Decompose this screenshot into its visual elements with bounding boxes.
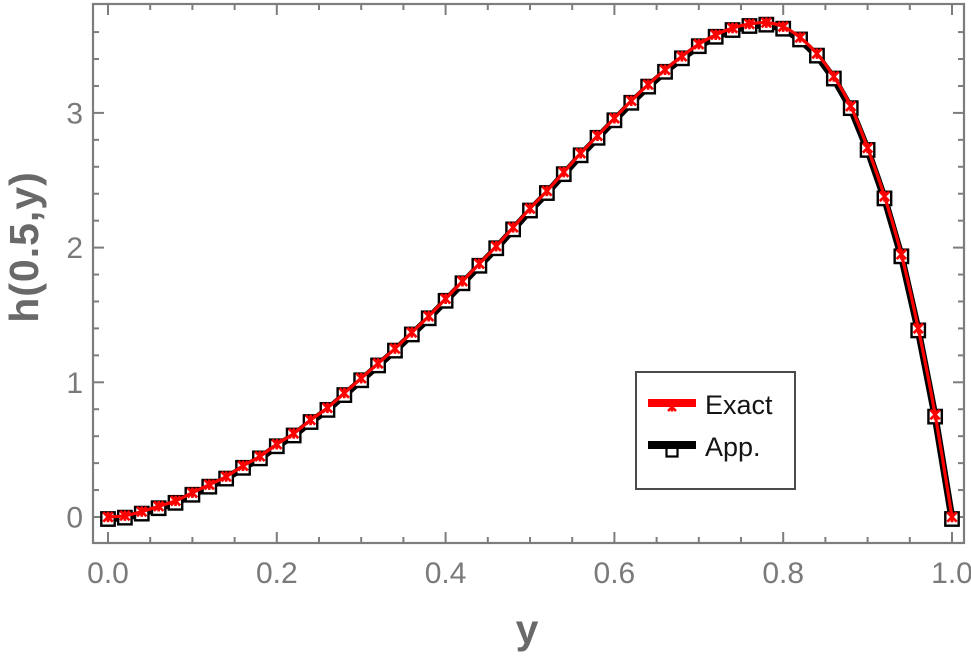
- x-tick-label: 0.6: [594, 557, 636, 590]
- x-tick-label: 0.4: [425, 557, 467, 590]
- exact-marker-x: [895, 248, 908, 260]
- exact-marker-x: [710, 29, 722, 41]
- plot-frame: [91, 2, 966, 545]
- exact-marker-x: [439, 293, 452, 305]
- x-tick-label: 0.0: [87, 557, 129, 590]
- exact-marker-x: [659, 64, 671, 76]
- exact-marker-x: [372, 357, 384, 370]
- x-tick-label: 0.8: [762, 557, 804, 590]
- app-line-swatch-icon: [648, 441, 696, 458]
- exact-marker-x: [878, 190, 891, 203]
- exact-marker-x: [169, 495, 182, 507]
- legend-entry-app: App.: [646, 431, 761, 463]
- exact-marker-x: [558, 166, 570, 178]
- exact-marker-x: [136, 505, 148, 518]
- exact-marker-x: [389, 342, 401, 355]
- exact-marker-x: [574, 147, 587, 159]
- exact-marker-x: [186, 487, 199, 499]
- exact-marker-x: [237, 460, 249, 472]
- x-axis-title: y: [515, 606, 539, 652]
- exact-marker-x: [777, 21, 789, 33]
- exact-line-swatch-icon: [648, 399, 696, 412]
- exact-marker-x: [625, 95, 637, 107]
- legend-label-app: App.: [705, 432, 761, 462]
- exact-marker-x: [811, 47, 823, 60]
- exact-marker-x: [541, 185, 553, 197]
- exact-marker-x: [726, 22, 739, 34]
- exact-marker-x: [794, 31, 806, 44]
- exact-marker-x: [355, 372, 367, 384]
- x-star-marker-icon: [667, 402, 677, 412]
- y-tick-label: 1: [66, 367, 83, 400]
- x-tick-label: 1.0: [931, 557, 971, 590]
- exact-marker-x: [321, 402, 334, 414]
- exact-marker-x: [203, 479, 215, 491]
- exact-marker-x: [102, 511, 114, 523]
- exact-marker-x: [456, 275, 469, 287]
- exact-marker-x: [288, 427, 300, 440]
- exact-marker-x: [490, 240, 502, 252]
- y-tick-label: 3: [66, 97, 83, 130]
- exact-marker-x: [591, 130, 604, 142]
- x-tick-label: 0.2: [256, 557, 298, 590]
- exact-marker-x: [676, 50, 688, 62]
- exact-marker-x: [473, 258, 486, 270]
- exact-marker-x: [304, 414, 317, 426]
- legend: Exact App.: [635, 371, 796, 490]
- exact-marker-x: [828, 70, 840, 83]
- exact-marker-x: [912, 322, 924, 335]
- exact-marker-x: [608, 112, 621, 124]
- y-axis-title: h(0.5,y): [1, 171, 47, 323]
- exact-marker-x: [693, 38, 705, 50]
- exact-marker-x: [152, 500, 165, 512]
- exact-marker-x: [220, 470, 232, 483]
- app-line: [107, 21, 956, 523]
- exact-marker-x: [338, 387, 350, 399]
- exact-marker-x: [271, 438, 283, 450]
- y-tick-label: 2: [66, 232, 83, 265]
- exact-marker-x: [743, 18, 756, 30]
- exact-line: [107, 20, 954, 519]
- exact-marker-x: [406, 326, 418, 339]
- exact-marker-x: [119, 509, 131, 522]
- exact-marker-x: [507, 221, 519, 234]
- exact-marker-x: [929, 408, 941, 421]
- legend-entry-exact: Exact: [646, 389, 773, 421]
- exact-marker-x: [642, 78, 654, 91]
- exact-marker-x: [423, 310, 435, 322]
- exact-marker-x: [861, 142, 874, 154]
- exact-marker-x: [254, 450, 266, 463]
- exact-marker-x: [760, 16, 772, 29]
- y-tick-label: 0: [66, 502, 83, 535]
- exact-marker-x: [845, 100, 857, 112]
- exact-marker-x: [524, 202, 536, 215]
- exact-marker-x: [946, 511, 958, 523]
- legend-label-exact: Exact: [705, 390, 773, 420]
